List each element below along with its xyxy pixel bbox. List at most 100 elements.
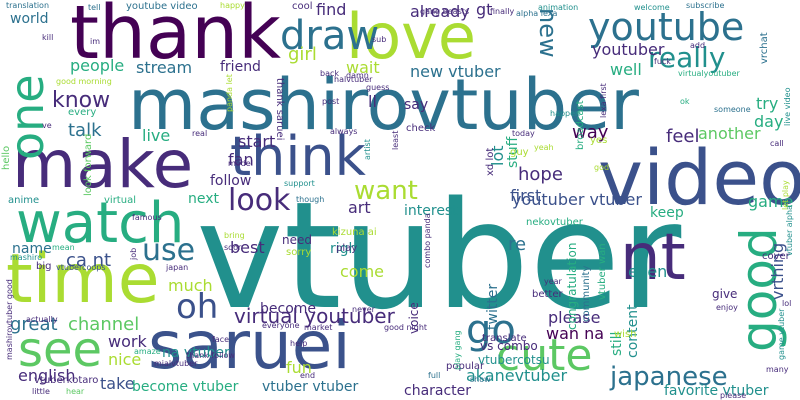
word: stream: [136, 58, 193, 77]
word: broadcast: [575, 100, 586, 150]
word: virtual: [104, 195, 136, 206]
word: halvtuber: [334, 75, 373, 84]
word: little: [32, 387, 50, 396]
word: play gang: [453, 330, 462, 370]
word: way: [572, 122, 609, 143]
word: many: [766, 365, 789, 374]
word: people: [70, 56, 125, 75]
word: panda let: [225, 74, 234, 112]
word: new vtuber: [410, 62, 501, 81]
word: best: [230, 238, 265, 257]
word: congratulation: [565, 242, 579, 330]
word: need: [282, 233, 312, 247]
word: hear: [66, 387, 85, 396]
word: vtuber alpha: [785, 205, 794, 256]
word: re: [508, 234, 527, 255]
word: thank saruei: [274, 78, 285, 141]
word: happen: [550, 109, 581, 118]
word: wish: [614, 329, 637, 340]
word: love: [346, 0, 476, 73]
word: thank: [70, 0, 282, 76]
word: vtuber wan: [597, 243, 608, 300]
word: world: [10, 11, 49, 27]
word: big: [36, 261, 52, 272]
word: game: [748, 192, 794, 211]
word: every: [68, 107, 97, 118]
word: know: [52, 88, 111, 113]
word: game vtuber: [777, 308, 786, 360]
word: someone: [714, 105, 751, 114]
word: bring: [224, 231, 245, 240]
word: finally: [490, 7, 515, 16]
word: translate: [482, 333, 527, 344]
word: translation: [6, 1, 50, 10]
word: vtuberkotaro: [34, 375, 99, 386]
word: ve: [42, 121, 52, 130]
word: nice: [108, 350, 142, 369]
word: go: [466, 307, 516, 353]
word: damn: [346, 71, 369, 80]
word: right: [330, 241, 363, 257]
word: real: [192, 129, 208, 138]
word: cool: [292, 1, 313, 12]
word: welcome: [634, 3, 670, 12]
word: guess: [366, 83, 390, 92]
word: make: [12, 126, 194, 203]
word: well: [610, 60, 642, 79]
word: want: [354, 176, 418, 206]
word: year: [544, 277, 562, 286]
word: really: [648, 41, 726, 74]
word: much: [168, 276, 213, 295]
word: happy: [220, 1, 245, 10]
word: vtubercotsu: [478, 353, 550, 367]
word: japanese: [610, 362, 728, 392]
word: become vtuber: [132, 379, 239, 395]
word: draw: [280, 13, 380, 59]
word: end: [300, 371, 316, 380]
word: thank follow: [186, 351, 235, 360]
word: community: [581, 265, 592, 322]
word: im: [90, 37, 101, 46]
word: live video: [783, 87, 792, 127]
word: yeah: [534, 143, 554, 152]
word: actually: [26, 315, 58, 324]
word: popular: [446, 361, 485, 372]
word: mashiro: [10, 253, 43, 262]
word: cover: [762, 251, 790, 262]
word: gang beasts: [420, 7, 470, 16]
word: think: [230, 125, 366, 188]
word: play: [336, 243, 358, 254]
word: wan na: [546, 324, 605, 343]
word: full: [428, 371, 441, 380]
word: oh: [176, 287, 219, 327]
word: check: [406, 123, 436, 134]
word: artist: [363, 139, 372, 160]
word: face: [212, 335, 230, 344]
word: come: [340, 262, 385, 281]
word: lol: [782, 299, 792, 308]
word: mean: [52, 243, 75, 252]
word: favorite vtuber: [664, 383, 769, 399]
word: try: [756, 94, 779, 113]
word: sorry: [286, 247, 312, 258]
word: better: [532, 289, 563, 300]
word: call: [770, 139, 784, 148]
word: youtube: [588, 5, 745, 49]
word: hello: [1, 145, 12, 170]
word: please: [720, 391, 747, 400]
word: next: [188, 191, 220, 207]
word: xd lot: [485, 147, 496, 176]
word: market: [304, 323, 333, 332]
word: kill: [42, 33, 54, 42]
word: animation: [538, 3, 579, 12]
word: yes: [590, 135, 608, 146]
word: girl: [288, 44, 317, 65]
word: everyone: [262, 321, 300, 330]
word: combo panda: [423, 213, 432, 268]
word: cute: [496, 330, 593, 381]
word: today: [512, 129, 535, 138]
word: even: [628, 262, 668, 281]
word: start: [238, 132, 276, 151]
word: kizuna ai: [332, 227, 377, 238]
